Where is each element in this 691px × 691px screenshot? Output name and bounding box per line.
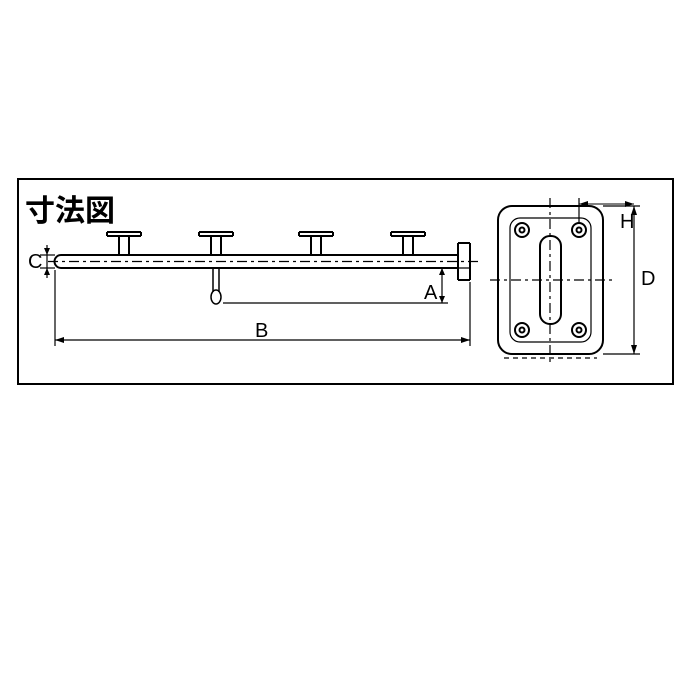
bolt-guide-1 <box>107 232 141 255</box>
dimension-drawing <box>0 0 691 691</box>
dim-b <box>55 270 470 346</box>
dim-a <box>223 268 470 303</box>
bolt-guide-3 <box>299 232 333 255</box>
dim-h <box>579 198 634 223</box>
bolt-guide-2 <box>199 232 233 255</box>
dim-d <box>603 206 640 354</box>
bolt-guide-4 <box>391 232 425 255</box>
bolt-hanger <box>211 268 221 304</box>
